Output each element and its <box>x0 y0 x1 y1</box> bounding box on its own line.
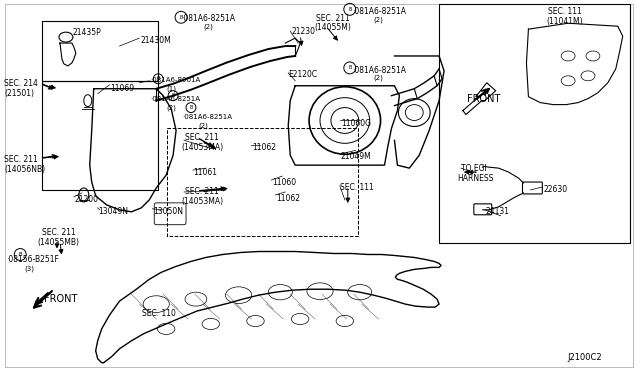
Text: B: B <box>157 76 160 81</box>
Text: 22630: 22630 <box>543 185 568 194</box>
Text: ·081A6-8251A: ·081A6-8251A <box>181 14 235 23</box>
Text: 21435P: 21435P <box>73 28 102 37</box>
Text: ·08156-B251F: ·08156-B251F <box>6 256 60 264</box>
Text: (11041M): (11041M) <box>547 17 583 26</box>
Text: B: B <box>172 93 175 98</box>
Text: SEC. 211: SEC. 211 <box>42 228 76 237</box>
Text: 13049N: 13049N <box>99 207 129 216</box>
Text: 21430M: 21430M <box>140 36 171 45</box>
Text: E2120C: E2120C <box>288 70 317 79</box>
Text: ·081A6-8251A: ·081A6-8251A <box>352 66 406 75</box>
Bar <box>167 128 358 235</box>
Text: (2): (2) <box>198 122 208 129</box>
Text: SEC. 211: SEC. 211 <box>185 187 219 196</box>
Bar <box>439 4 630 243</box>
Text: SEC. 211: SEC. 211 <box>185 134 219 142</box>
Text: B: B <box>348 65 351 70</box>
Text: 21200: 21200 <box>75 195 99 204</box>
Text: 11062: 11062 <box>253 143 276 152</box>
Text: (2): (2) <box>374 75 383 81</box>
Text: (1): (1) <box>166 86 176 92</box>
Text: 11062: 11062 <box>276 194 300 203</box>
Text: SEC. 211: SEC. 211 <box>4 155 38 164</box>
Text: ·081A6-8251A: ·081A6-8251A <box>352 7 406 16</box>
Text: ·081A6-8251A: ·081A6-8251A <box>150 96 200 102</box>
Text: B: B <box>189 105 193 110</box>
Text: (14053MA): (14053MA) <box>181 197 223 206</box>
Text: (21501): (21501) <box>4 89 35 98</box>
Polygon shape <box>463 83 495 115</box>
Text: (14053MA): (14053MA) <box>181 143 223 152</box>
Text: (2): (2) <box>204 23 214 30</box>
Text: (3): (3) <box>24 265 34 272</box>
Text: 11069: 11069 <box>111 84 134 93</box>
Text: SEC. 111: SEC. 111 <box>548 7 582 16</box>
Bar <box>42 21 158 81</box>
Text: SEC. 110: SEC. 110 <box>142 309 176 318</box>
Text: SEC. 214: SEC. 214 <box>4 79 38 88</box>
Text: ·081A6-8251A: ·081A6-8251A <box>182 113 232 119</box>
Text: SEC. 211: SEC. 211 <box>316 14 350 23</box>
Text: 13050N: 13050N <box>153 207 183 216</box>
Text: B: B <box>19 252 22 257</box>
Text: 24131: 24131 <box>486 207 509 216</box>
Text: 11061: 11061 <box>193 168 217 177</box>
Text: (2): (2) <box>166 105 176 111</box>
Text: (14055MB): (14055MB) <box>37 238 79 247</box>
Text: ·081A6-8901A: ·081A6-8901A <box>150 77 200 83</box>
Text: 11060: 11060 <box>273 178 296 187</box>
Text: FRONT: FRONT <box>44 294 77 304</box>
Text: HARNESS: HARNESS <box>457 174 493 183</box>
Text: (2): (2) <box>374 16 383 23</box>
Text: 11060G: 11060G <box>341 119 371 128</box>
Text: TO EGI: TO EGI <box>461 164 486 173</box>
Text: (14055M): (14055M) <box>314 23 351 32</box>
Bar <box>42 81 158 190</box>
Text: FRONT: FRONT <box>467 94 500 104</box>
Text: 21049M: 21049M <box>341 152 372 161</box>
Text: B: B <box>348 7 351 12</box>
Text: (14056NB): (14056NB) <box>4 165 45 174</box>
Text: J2100C2: J2100C2 <box>567 353 602 362</box>
Text: SEC. 111: SEC. 111 <box>340 183 374 192</box>
Text: B: B <box>179 15 183 20</box>
Text: 21230: 21230 <box>291 27 316 36</box>
